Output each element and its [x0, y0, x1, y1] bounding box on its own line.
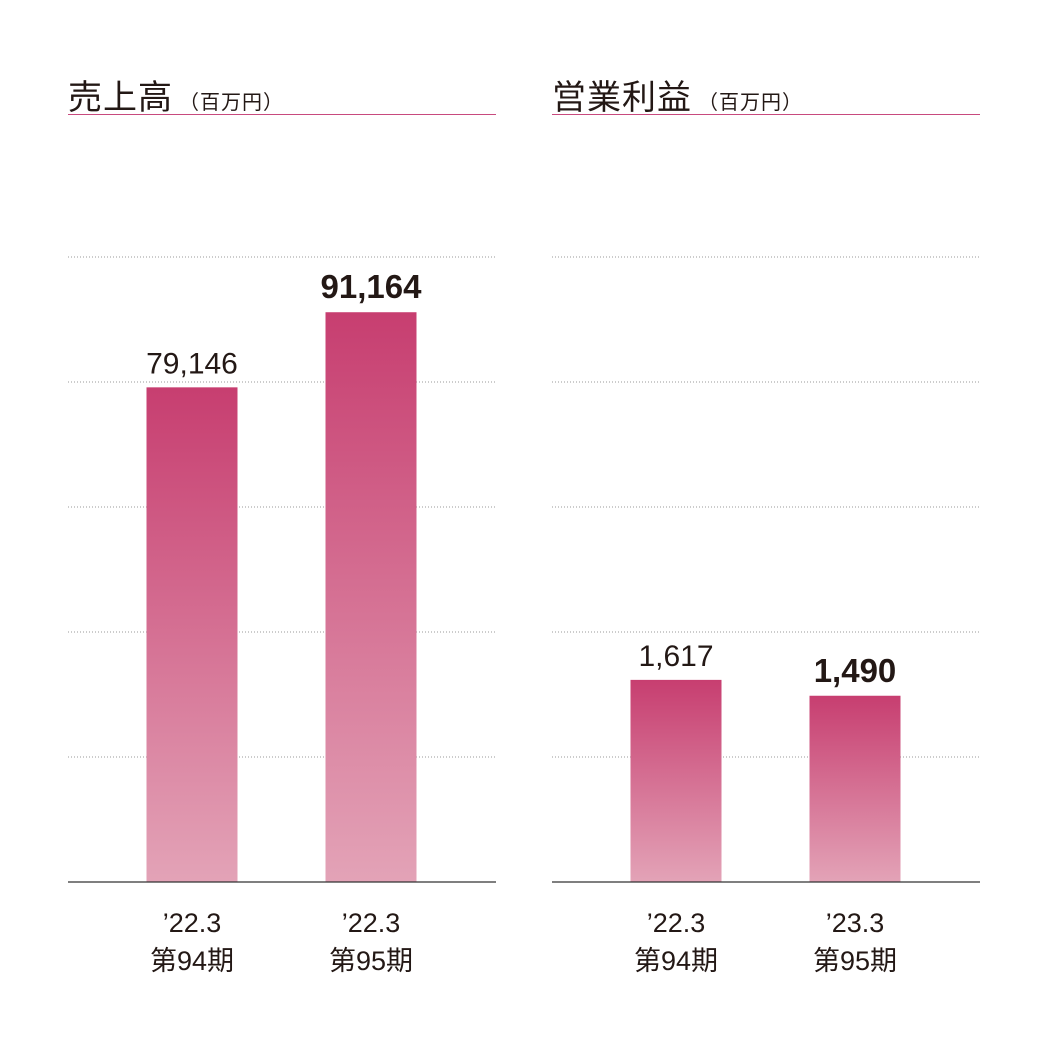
- sales-category-period-2: 第95期: [329, 946, 413, 976]
- operating-profit-category-year-2: ’23.3: [826, 908, 885, 938]
- sales-chart-header: 売上高 （百万円）: [68, 60, 496, 117]
- sales-value-label-1: 79,146: [146, 347, 238, 380]
- operating-profit-bar-1: [630, 679, 722, 882]
- sales-value-label-2: 91,164: [321, 268, 423, 305]
- sales-bar-2: [325, 312, 417, 883]
- sales-category-year-1: ’22.3: [163, 908, 222, 938]
- operating-profit-title-text: 営業利益: [552, 79, 692, 117]
- sales-bar-chart: 79,146 ’22.3 第94期 91,164 ’22.3 第95期: [68, 256, 496, 976]
- operating-profit-chart-panel: 営業利益 （百万円） 1,617 ’22.3 第94期 1,490 ’23.3 第95期: [552, 60, 980, 1000]
- sales-chart-panel: 売上高 （百万円） 79,146 ’22.3 第94期 91,164 ’22.3 第95期: [68, 60, 496, 1000]
- sales-bar-1: [146, 387, 238, 882]
- operating-profit-value-label-1: 1,617: [638, 640, 713, 673]
- operating-profit-category-period-1: 第94期: [634, 946, 718, 976]
- operating-profit-category-year-1: ’22.3: [647, 908, 706, 938]
- operating-profit-value-label-2: 1,490: [814, 652, 897, 689]
- sales-unit-label: （百万円）: [179, 92, 284, 114]
- operating-profit-category-period-2: 第95期: [813, 946, 897, 976]
- sales-category-period-1: 第94期: [150, 946, 234, 976]
- operating-profit-bar-2: [809, 695, 901, 882]
- sales-title-text: 売上高: [68, 79, 173, 117]
- operating-profit-unit-label: （百万円）: [698, 92, 803, 114]
- operating-profit-chart-header: 営業利益 （百万円）: [552, 60, 980, 117]
- operating-profit-chart-title: 営業利益 （百万円）: [552, 70, 803, 119]
- sales-category-year-2: ’22.3: [342, 908, 401, 938]
- operating-profit-bar-chart: 1,617 ’22.3 第94期 1,490 ’23.3 第95期: [552, 256, 980, 976]
- sales-chart-title: 売上高 （百万円）: [68, 70, 284, 119]
